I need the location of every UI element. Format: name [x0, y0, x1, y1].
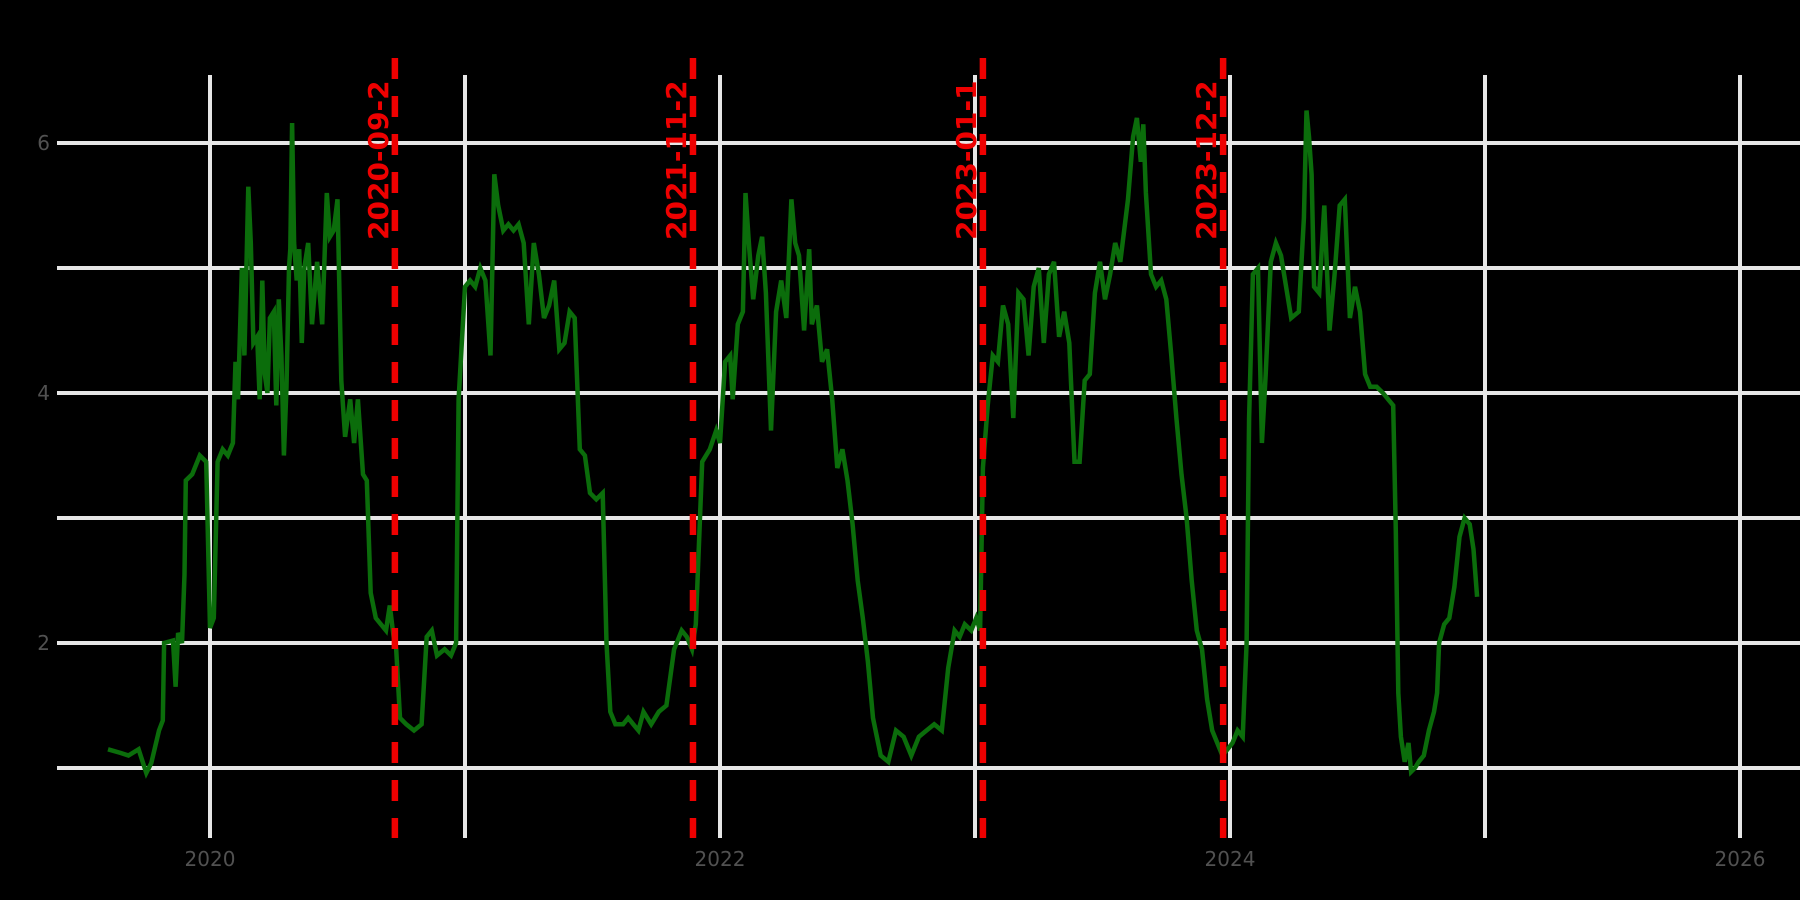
x-tick-label: 2022	[695, 847, 746, 871]
grid-layer	[57, 75, 1800, 838]
event-line-date-label: 2020-09-2	[362, 80, 395, 240]
x-tick-label: 2026	[1715, 847, 1766, 871]
event-line-date-label: 2023-12-2	[1190, 80, 1223, 240]
event-line-date-label: 2023-01-1	[950, 80, 983, 240]
y-tick-label: 4	[37, 381, 50, 405]
y-tick-label: 6	[37, 131, 50, 155]
event-line-date-label: 2021-11-2	[660, 80, 693, 240]
x-tick-label: 2024	[1205, 847, 1256, 871]
axis-labels-layer: 2020 2022 2024 2026 2 4 6	[37, 131, 1765, 871]
x-tick-label: 2020	[185, 847, 236, 871]
series-line	[107, 110, 1480, 779]
event-lines-layer: 2020-09-2 2021-11-2 2023-01-1 2023-12-2	[362, 58, 1227, 838]
y-tick-label: 2	[37, 631, 50, 655]
